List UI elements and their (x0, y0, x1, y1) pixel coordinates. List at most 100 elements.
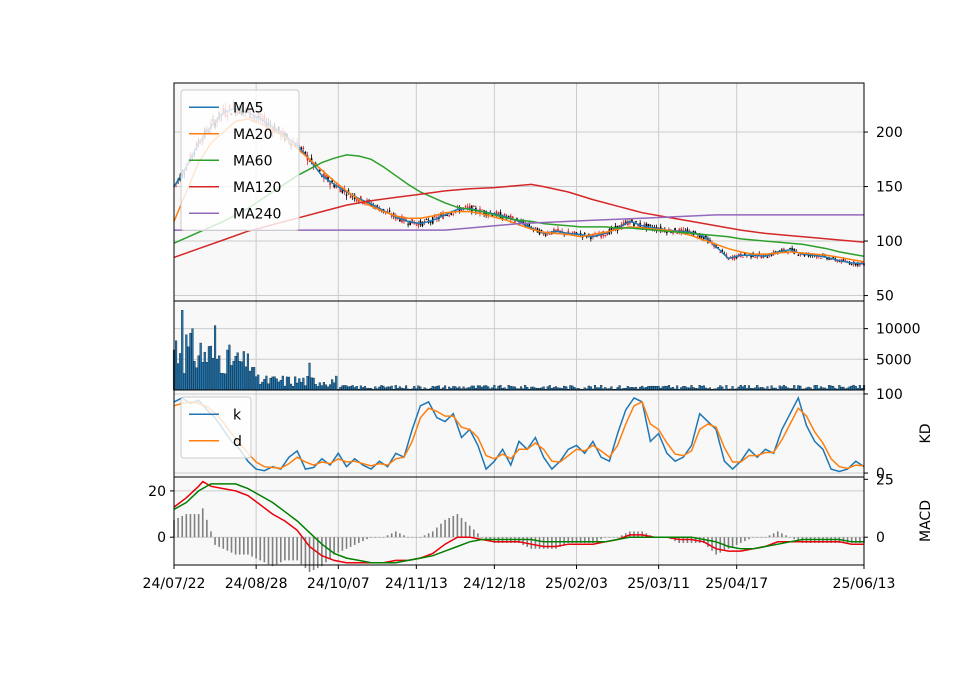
volume-bar (224, 373, 227, 391)
macd-histogram-bar (226, 537, 229, 551)
macd-histogram-bar (748, 537, 750, 540)
volume-bar (756, 385, 759, 391)
macd-histogram-bar (711, 537, 713, 551)
macd-histogram-bar (789, 537, 791, 538)
y-tick-label: 200 (876, 125, 903, 141)
volume-bar (177, 363, 180, 391)
x-tick-label: 24/11/13 (385, 576, 448, 592)
macd-histogram-bar (444, 519, 446, 538)
volume-bar (569, 385, 572, 391)
volume-bar (698, 385, 701, 391)
volume-bar (641, 385, 644, 391)
volume-bar (548, 385, 551, 391)
candle-body (649, 224, 652, 226)
volume-bar (308, 362, 311, 391)
volume-bar (452, 386, 455, 391)
candle-body (399, 219, 401, 222)
candle-body (468, 205, 471, 210)
volume-bar (394, 385, 397, 391)
candle-body (325, 175, 327, 179)
volume-bar (226, 349, 229, 391)
macd-histogram-bar (456, 514, 459, 538)
volume-bar (296, 382, 299, 391)
macd-histogram-bar (214, 537, 216, 545)
candle-body (729, 256, 732, 258)
candle-body (610, 227, 613, 232)
volume-bar (277, 381, 280, 391)
y-tick-label: 150 (876, 180, 903, 196)
volume-bar (819, 386, 822, 391)
volume-bar (618, 385, 621, 391)
volume-bar (676, 385, 679, 391)
volume-bar (499, 384, 502, 391)
macd-histogram-bar (440, 523, 442, 538)
candle-body (421, 221, 424, 227)
y-tick-label: 20 (148, 484, 166, 500)
candle-body (857, 263, 859, 266)
candle-body (844, 260, 847, 262)
volume-bar (815, 385, 818, 391)
volume-bar (725, 385, 728, 391)
candle-body (358, 200, 360, 202)
volume-bar (304, 385, 307, 391)
candle-body (573, 231, 576, 234)
macd-histogram-bar (362, 537, 364, 542)
candle-body (686, 229, 689, 233)
x-tick-label: 25/02/03 (545, 576, 608, 592)
macd-histogram-bar (436, 527, 438, 538)
candle-body (803, 255, 806, 257)
volume-bar (343, 385, 346, 391)
volume-bar (218, 355, 221, 391)
candle-body (600, 234, 602, 238)
volume-bar (600, 385, 603, 391)
macd-histogram-bar (251, 537, 253, 557)
candle-body (440, 214, 442, 216)
macd-panel-frame (173, 476, 865, 566)
macd-histogram-bar (473, 529, 475, 538)
candle-body (409, 220, 411, 225)
candle-body (612, 227, 615, 230)
macd-histogram-bar (452, 515, 455, 538)
macd-panel-background (174, 477, 864, 565)
candle-body (832, 256, 834, 258)
candle-body (362, 203, 364, 205)
volume-bar (205, 362, 208, 391)
macd-histogram-bar (538, 537, 541, 549)
macd-histogram-bar (764, 537, 767, 538)
y-tick-label: 0 (157, 530, 166, 546)
volume-bar (185, 334, 188, 391)
macd-histogram-bar (481, 537, 483, 538)
macd-histogram-bar (768, 535, 771, 538)
candle-body (310, 158, 313, 161)
candle-body (522, 221, 524, 224)
macd-histogram-bar (210, 531, 212, 538)
volume-bar (267, 383, 270, 391)
x-tick-label: 24/08/28 (225, 576, 288, 592)
candle-body (329, 182, 331, 186)
candle-body (676, 232, 678, 234)
macd-histogram-bar (571, 537, 574, 543)
volume-bar (191, 328, 194, 391)
volume-bar (520, 386, 523, 391)
macd-histogram-bar (390, 533, 393, 538)
macd-histogram-bar (731, 537, 734, 547)
volume-bar (832, 386, 835, 391)
candle-body (797, 254, 800, 256)
candle-body (631, 219, 633, 223)
kd-lines (174, 395, 864, 473)
candle-body (429, 221, 432, 223)
candle-body (376, 205, 379, 207)
macd-histogram-bar (193, 514, 196, 538)
candle-body (703, 236, 705, 239)
macd-histogram-bar (288, 537, 290, 561)
macd-histogram-bar (267, 537, 270, 565)
macd-histogram-bar (485, 537, 487, 540)
candle-body (370, 204, 372, 206)
legend-label: MA60 (233, 153, 272, 169)
volume-bar (454, 386, 457, 391)
volume-bar (626, 385, 629, 391)
macd-histogram-bar (575, 537, 578, 543)
macd-histogram-bar (419, 537, 422, 538)
